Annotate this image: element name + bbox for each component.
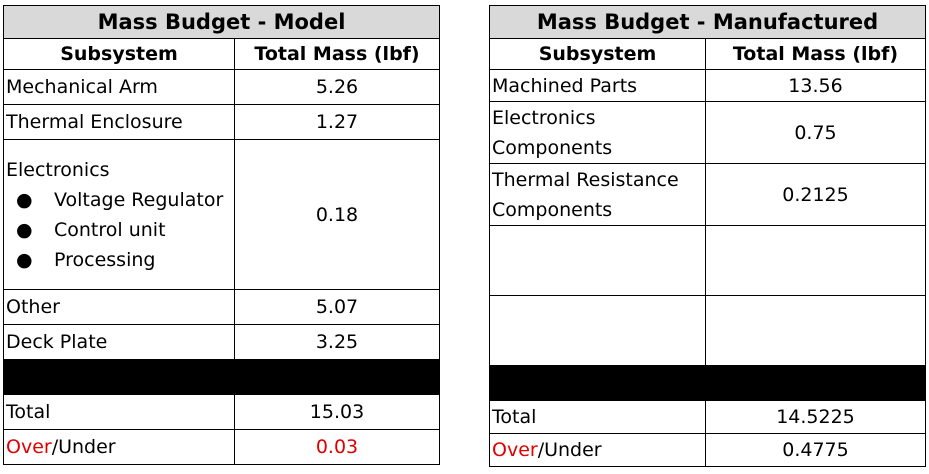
mass-cell: 5.07 bbox=[233, 289, 441, 325]
mass-cell: 13.56 bbox=[705, 69, 926, 102]
total-row: Total 14.5225 bbox=[489, 400, 926, 434]
table-row: Electronics ● Voltage Regulator ● Control … bbox=[3, 139, 441, 290]
table-row: Deck Plate 3.25 bbox=[3, 324, 441, 360]
over-under-value: 0.4775 bbox=[705, 433, 926, 467]
list-item: ● Processing bbox=[6, 245, 232, 275]
over-under-label: Over/Under bbox=[3, 429, 235, 465]
header-row: Subsystem Total Mass (lbf) bbox=[3, 38, 441, 70]
column-header-total-mass: Total Mass (lbf) bbox=[233, 38, 441, 70]
mass-cell: 0.2125 bbox=[705, 163, 926, 226]
table-row: Thermal Enclosure 1.27 bbox=[3, 104, 441, 140]
table-row: Other 5.07 bbox=[3, 289, 441, 325]
separator-bar bbox=[2, 359, 441, 395]
header-row: Subsystem Total Mass (lbf) bbox=[489, 38, 926, 70]
subsystem-cell: Thermal Enclosure bbox=[3, 104, 235, 140]
separator-bar bbox=[489, 365, 926, 401]
mass-cell: 1.27 bbox=[233, 104, 441, 140]
empty-row bbox=[489, 295, 926, 366]
bullet-list: ● Voltage Regulator ● Control unit ● Proces… bbox=[6, 185, 232, 275]
column-header-subsystem: Subsystem bbox=[489, 38, 706, 70]
list-item-label: Processing bbox=[54, 248, 156, 271]
title-row: Mass Budget - Model bbox=[2, 5, 441, 39]
separator-row bbox=[489, 365, 926, 401]
total-label: Total bbox=[3, 394, 235, 430]
mass-cell: 5.26 bbox=[233, 69, 441, 105]
subsystem-cell: Electronics ● Voltage Regulator ● Control … bbox=[3, 139, 235, 290]
over-under-row: Over/Under 0.4775 bbox=[489, 433, 926, 467]
separator-row bbox=[2, 359, 441, 395]
list-item: ● Control unit bbox=[6, 215, 232, 245]
empty-row bbox=[489, 225, 926, 296]
table-row: Thermal Resistance Components 0.2125 bbox=[489, 163, 926, 226]
table-row: Machined Parts 13.56 bbox=[489, 69, 926, 102]
total-row: Total 15.03 bbox=[3, 394, 441, 430]
list-item: ● Voltage Regulator bbox=[6, 185, 232, 215]
mass-cell: 3.25 bbox=[233, 324, 441, 360]
list-item-label: Voltage Regulator bbox=[54, 188, 224, 211]
over-under-value: 0.03 bbox=[233, 429, 441, 465]
mass-budget-model-table: Mass Budget - Model Subsystem Total Mass… bbox=[2, 5, 441, 465]
mass-budget-manufactured-table: Mass Budget - Manufactured Subsystem Tot… bbox=[489, 5, 926, 467]
subsystem-cell: Electronics Components bbox=[489, 101, 706, 164]
empty-cell bbox=[489, 295, 706, 366]
subsystem-cell: Other bbox=[3, 289, 235, 325]
empty-cell bbox=[705, 225, 926, 296]
title-row: Mass Budget - Manufactured bbox=[489, 5, 926, 39]
under-label: /Under bbox=[51, 436, 116, 458]
bullet-icon: ● bbox=[16, 218, 33, 241]
total-label: Total bbox=[489, 400, 706, 434]
over-under-row: Over/Under 0.03 bbox=[3, 429, 441, 465]
total-value: 15.03 bbox=[233, 394, 441, 430]
subsystem-cell: Deck Plate bbox=[3, 324, 235, 360]
subsystem-label: Electronics bbox=[6, 158, 110, 181]
mass-cell: 0.18 bbox=[233, 139, 441, 290]
list-item-label: Control unit bbox=[54, 218, 166, 241]
column-header-subsystem: Subsystem bbox=[3, 38, 235, 70]
over-under-label: Over/Under bbox=[489, 433, 706, 467]
over-label: Over bbox=[492, 439, 538, 461]
table-title: Mass Budget - Manufactured bbox=[489, 5, 926, 39]
subsystem-cell: Mechanical Arm bbox=[3, 69, 235, 105]
column-header-total-mass: Total Mass (lbf) bbox=[705, 38, 926, 70]
table-row: Electronics Components 0.75 bbox=[489, 101, 926, 164]
bullet-icon: ● bbox=[16, 248, 33, 271]
mass-cell: 0.75 bbox=[705, 101, 926, 164]
over-label: Over bbox=[6, 436, 52, 458]
subsystem-cell: Thermal Resistance Components bbox=[489, 163, 706, 226]
under-label: /Under bbox=[537, 439, 602, 461]
total-value: 14.5225 bbox=[705, 400, 926, 434]
empty-cell bbox=[489, 225, 706, 296]
empty-cell bbox=[705, 295, 926, 366]
bullet-icon: ● bbox=[16, 188, 33, 211]
table-row: Mechanical Arm 5.26 bbox=[3, 69, 441, 105]
table-title: Mass Budget - Model bbox=[2, 5, 441, 39]
subsystem-cell: Machined Parts bbox=[489, 69, 706, 102]
